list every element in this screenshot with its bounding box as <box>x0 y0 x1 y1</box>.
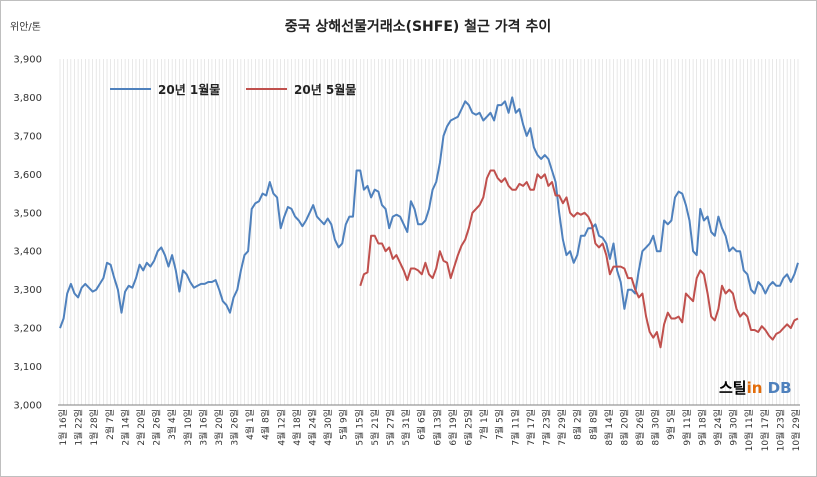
x-tick-label: 7월 29일 <box>556 409 568 446</box>
logo-part-3: DB <box>762 379 791 397</box>
legend: 20년 1월물 20년 5월물 <box>110 82 356 97</box>
x-tick-label: 10월 23일 <box>774 409 786 451</box>
x-tick-label: 5월 15일 <box>353 409 365 446</box>
x-tick-label: 8월 14일 <box>603 409 615 446</box>
x-tick-label: 7월 11일 <box>509 409 521 446</box>
x-tick-label: 8월 30일 <box>650 409 662 446</box>
x-tick-label: 7월 1일 <box>478 409 490 440</box>
x-tick-label: 4월 30일 <box>322 409 334 446</box>
logo-part-2: in <box>747 379 763 397</box>
chart-title: 중국 상해선물거래소(SHFE) 철근 가격 추이 <box>285 18 551 35</box>
y-axis-ticks: 3,000 3,100 3,200 3,300 3,400 3,500 3,600 3,700… <box>13 55 42 412</box>
steelin-db-logo: 스틸in DB <box>719 379 792 397</box>
x-tick-label: 6월 19일 <box>447 409 459 446</box>
series-line-jan-contract <box>59 96 799 329</box>
logo-part-1: 스틸 <box>719 379 747 397</box>
y-tick-label: 3,800 <box>13 93 42 104</box>
y-tick-label: 3,000 <box>13 401 42 412</box>
x-tick-label: 1월 28일 <box>88 409 100 446</box>
x-tick-label: 2월 14일 <box>119 409 131 446</box>
legend-label-jan: 20년 1월물 <box>158 82 220 97</box>
x-tick-label: 5월 31일 <box>400 409 412 446</box>
x-tick-label: 5월 21일 <box>369 409 381 446</box>
y-tick-label: 3,600 <box>13 170 42 181</box>
x-tick-label: 2월 26일 <box>151 409 163 446</box>
x-tick-label: 9월 24일 <box>712 409 724 446</box>
x-axis-ticks: 1월 16일 1월 22일 1월 28일 2월 7일 2월 14일 2월 20일 2월 26… <box>57 409 802 451</box>
x-tick-label: 3월 20일 <box>213 409 225 446</box>
x-tick-label: 8월 26일 <box>634 409 646 446</box>
x-tick-label: 8월 20일 <box>618 409 630 446</box>
x-tick-label: 7월 5일 <box>494 409 506 440</box>
x-tick-label: 6월 13일 <box>431 409 443 446</box>
x-tick-label: 1월 22일 <box>73 409 85 446</box>
x-tick-label: 2월 7일 <box>104 409 116 440</box>
x-tick-label: 5월 27일 <box>385 409 397 446</box>
x-tick-label: 9월 5일 <box>665 409 677 440</box>
x-tick-label: 4월 8일 <box>260 409 272 440</box>
x-tick-label: 1월 16일 <box>57 409 69 446</box>
x-tick-label: 8월 2일 <box>572 409 584 440</box>
y-tick-label: 3,100 <box>13 362 42 373</box>
x-tick-label: 6월 25일 <box>462 409 474 446</box>
x-tick-label: 6월 6일 <box>416 409 428 440</box>
x-tick-label: 8월 8일 <box>587 409 599 440</box>
y-tick-label: 3,200 <box>13 324 42 335</box>
x-tick-label: 10월 29일 <box>790 409 802 451</box>
x-tick-label: 4월 24일 <box>307 409 319 446</box>
x-tick-label: 3월 26일 <box>229 409 241 446</box>
x-tick-label: 5월 9일 <box>338 409 350 440</box>
x-tick-label: 4월 12일 <box>275 409 287 446</box>
vertical-gridlines <box>59 59 799 405</box>
x-tick-label: 10월 11일 <box>743 409 755 451</box>
y-tick-label: 3,700 <box>13 131 42 142</box>
y-tick-label: 3,500 <box>13 208 42 219</box>
y-tick-label: 3,900 <box>13 55 42 66</box>
x-tick-label: 3월 4일 <box>166 409 178 440</box>
y-tick-label: 3,300 <box>13 285 42 296</box>
x-tick-label: 7월 23일 <box>540 409 552 446</box>
x-tick-label: 9월 11일 <box>681 409 693 446</box>
x-tick-label: 4월 18일 <box>291 409 303 446</box>
x-tick-label: 9월 18일 <box>696 409 708 446</box>
x-tick-label: 3월 10일 <box>182 409 194 446</box>
x-tick-label: 9월 30일 <box>728 409 740 446</box>
series-line-may-contract <box>359 169 799 349</box>
x-tick-label: 10월 17일 <box>759 409 771 451</box>
x-tick-label: 2월 20일 <box>135 409 147 446</box>
x-tick-label: 4월 1일 <box>244 409 256 440</box>
series-lines <box>59 96 799 349</box>
y-tick-label: 3,400 <box>13 247 42 258</box>
x-tick-label: 3월 16일 <box>197 409 209 446</box>
x-tick-label: 7월 17일 <box>525 409 537 446</box>
y-axis-unit-label: 위안/톤 <box>10 20 41 33</box>
legend-label-may: 20년 5월물 <box>294 82 356 97</box>
